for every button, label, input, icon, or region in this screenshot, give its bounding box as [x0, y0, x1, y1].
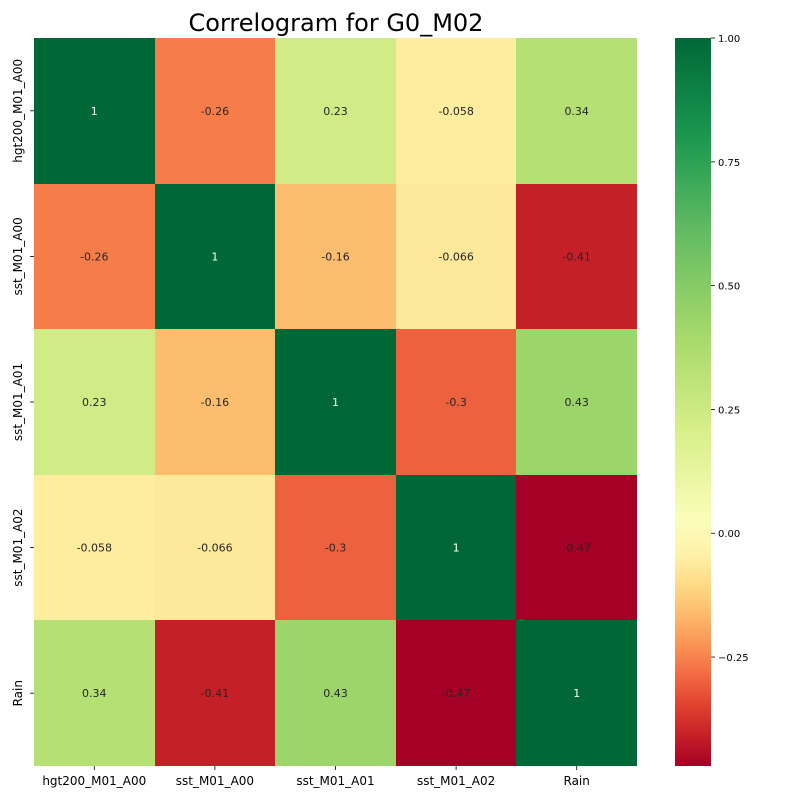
- heatmap-cell: [275, 620, 396, 766]
- heatmap-cell: [155, 184, 275, 329]
- y-tick-label: sst_M01_A00: [11, 217, 25, 295]
- colorbar-tick-label: −0.25: [718, 653, 749, 664]
- cell-value-label: 0.34: [564, 105, 589, 118]
- heatmap-cell: [516, 620, 637, 766]
- cell-value-label: 0.23: [82, 396, 107, 409]
- cell-value-label: -0.16: [321, 250, 349, 263]
- heatmap-cell: [275, 38, 396, 184]
- heatmap-cell: [516, 184, 637, 329]
- heatmap-cell: [155, 38, 275, 184]
- chart-title: Correlogram for G0_M02: [189, 9, 484, 37]
- x-tick-label: sst_M01_A01: [296, 774, 374, 788]
- colorbar-tick-label: 0.25: [718, 405, 740, 416]
- cell-value-label: -0.26: [201, 105, 229, 118]
- cell-value-label: -0.066: [438, 250, 473, 263]
- cell-value-label: -0.3: [445, 396, 466, 409]
- cell-value-label: -0.41: [201, 687, 229, 700]
- heatmap-cell: [34, 620, 155, 766]
- cell-value-label: -0.058: [438, 105, 473, 118]
- cell-value-label: 1: [453, 542, 460, 555]
- cell-value-label: -0.066: [197, 542, 232, 555]
- colorbar-bar: [675, 38, 711, 766]
- colorbar-tick-label: 1.00: [718, 34, 740, 45]
- cell-value-label: 0.23: [323, 105, 348, 118]
- heatmap-cell: [155, 329, 275, 475]
- colorbar: 1.00 0.75 0.50 0.25 0.00 −0.25: [675, 34, 749, 766]
- heatmap-cell: [516, 38, 637, 184]
- cell-value-label: 0.43: [564, 396, 589, 409]
- cell-value-label: -0.26: [80, 250, 108, 263]
- x-axis: hgt200_M01_A00 sst_M01_A00 sst_M01_A01 sst_…: [42, 766, 590, 788]
- cell-value-label: 1: [573, 687, 580, 700]
- heatmap-cell: [396, 329, 516, 475]
- cell-value-label: -0.47: [562, 542, 590, 555]
- cell-value-label: -0.3: [325, 542, 346, 555]
- heatmap-cell: [34, 329, 155, 475]
- cell-value-label: -0.47: [442, 687, 470, 700]
- colorbar-tick-label: 0.50: [718, 282, 740, 293]
- heatmap-cell: [396, 620, 516, 766]
- heatmap-cell: [275, 184, 396, 329]
- cell-value-label: 1: [91, 105, 98, 118]
- y-tick-label: sst_M01_A01: [11, 363, 25, 441]
- x-tick-label: Rain: [564, 774, 590, 788]
- heatmap-cell: [34, 38, 155, 184]
- y-tick-label: hgt200_M01_A00: [11, 59, 25, 163]
- x-tick-label: sst_M01_A02: [417, 774, 495, 788]
- y-tick-label: sst_M01_A02: [11, 508, 25, 586]
- cell-value-label: -0.058: [77, 542, 112, 555]
- heatmap-cells: 1 -0.26 0.23 -0.058 0.34 -0.26 1 -0.16 -0.066 -0.…: [34, 38, 637, 766]
- heatmap-cell: [155, 475, 275, 620]
- heatmap-cell: [516, 475, 637, 620]
- cell-value-label: 1: [332, 396, 339, 409]
- heatmap-cell: [275, 475, 396, 620]
- heatmap-cell: [155, 620, 275, 766]
- heatmap-cell: [275, 329, 396, 475]
- heatmap-cell: [396, 184, 516, 329]
- cell-value-label: 0.34: [82, 687, 107, 700]
- heatmap-cell: [396, 475, 516, 620]
- y-tick-label: Rain: [11, 680, 25, 706]
- x-tick-label: sst_M01_A00: [176, 774, 254, 788]
- colorbar-tick-label: 0.75: [718, 158, 740, 169]
- x-tick-label: hgt200_M01_A00: [42, 774, 146, 788]
- colorbar-tick-label: 0.00: [718, 529, 740, 540]
- heatmap-cell: [516, 329, 637, 475]
- heatmap-cell: [396, 38, 516, 184]
- cell-value-label: 1: [211, 250, 218, 263]
- heatmap-cell: [34, 475, 155, 620]
- cell-value-label: -0.41: [562, 250, 590, 263]
- heatmap-cell: [34, 184, 155, 329]
- y-axis: hgt200_M01_A00 sst_M01_A00 sst_M01_A01 sst_…: [11, 59, 34, 706]
- cell-value-label: 0.43: [323, 687, 348, 700]
- cell-value-label: -0.16: [201, 396, 229, 409]
